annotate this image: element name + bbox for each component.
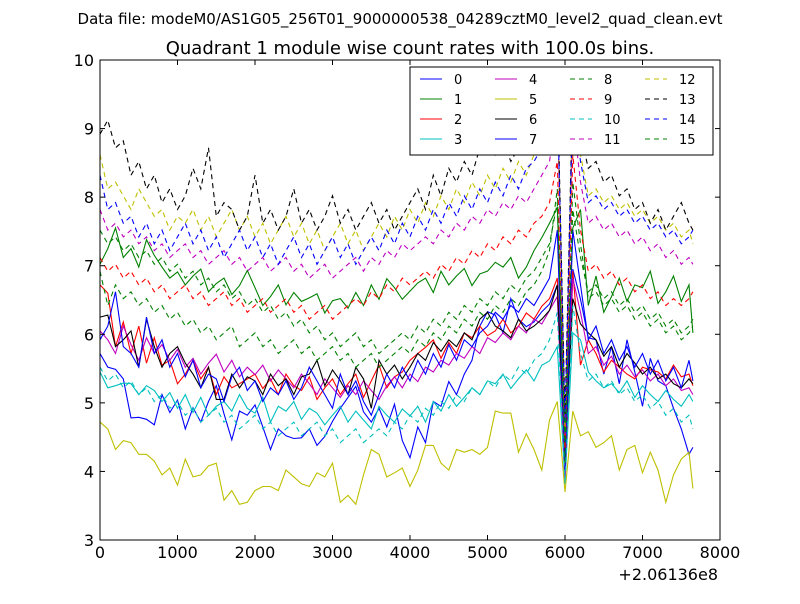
legend-label-13: 13 xyxy=(679,93,696,108)
series-line-11 xyxy=(99,106,694,436)
figure-suptitle: Data file: modeM0/AS1G05_256T01_90000005… xyxy=(78,10,723,29)
legend-label-1: 1 xyxy=(454,93,462,108)
legend-box xyxy=(409,66,714,156)
x-tick-label-0: 0 xyxy=(95,543,105,562)
series-line-10 xyxy=(99,305,694,484)
y-tick-label-6: 9 xyxy=(84,120,94,139)
series-line-14 xyxy=(99,92,694,423)
x-tick-label-2: 2000 xyxy=(235,543,276,562)
legend-label-8: 8 xyxy=(604,73,612,88)
x-offset-label: +2.06136e8 xyxy=(618,565,718,584)
series-line-9 xyxy=(99,154,694,450)
y-tick-label-7: 10 xyxy=(74,51,94,70)
legend-label-3: 3 xyxy=(454,133,462,148)
series-line-6 xyxy=(99,284,694,455)
x-tick-label-8: 8000 xyxy=(700,543,741,562)
legend-label-0: 0 xyxy=(454,73,462,88)
series-line-1 xyxy=(99,207,694,438)
legend-label-2: 2 xyxy=(454,113,462,128)
series-line-8 xyxy=(99,182,694,464)
legend-label-9: 9 xyxy=(604,93,612,108)
y-tick-label-1: 4 xyxy=(84,462,94,481)
series-line-5 xyxy=(99,401,694,506)
series-line-0 xyxy=(99,268,694,475)
legend-label-14: 14 xyxy=(679,113,696,128)
series-line-3 xyxy=(99,331,694,482)
legend-label-10: 10 xyxy=(604,113,621,128)
y-tick-label-4: 7 xyxy=(84,257,94,276)
series-line-15 xyxy=(99,202,694,443)
legend-label-15: 15 xyxy=(679,133,696,148)
x-tick-label-3: 3000 xyxy=(312,543,353,562)
series-line-2 xyxy=(99,271,694,458)
series-line-4 xyxy=(99,277,694,479)
axes-layer: 0 1000 2000 3000 4000 5000 6000 7000 8000 3 4 5 6 7 8 9… xyxy=(74,51,741,562)
x-tick-label-6: 6000 xyxy=(545,543,586,562)
chart-title: Quadrant 1 module wise count rates with … xyxy=(166,38,655,59)
legend-label-7: 7 xyxy=(529,133,537,148)
legend-label-11: 11 xyxy=(604,133,621,148)
legend-label-6: 6 xyxy=(529,113,537,128)
legend-label-12: 12 xyxy=(679,73,696,88)
y-tick-label-5: 8 xyxy=(84,188,94,207)
y-tick-label-0: 3 xyxy=(84,531,94,550)
x-tick-label-5: 5000 xyxy=(467,543,508,562)
y-tick-label-2: 5 xyxy=(84,394,94,413)
x-tick-label-1: 1000 xyxy=(157,543,198,562)
series-layer xyxy=(99,77,694,506)
y-tick-label-3: 6 xyxy=(84,325,94,344)
legend-label-4: 4 xyxy=(529,73,537,88)
series-line-12 xyxy=(99,86,694,429)
legend-label-5: 5 xyxy=(529,93,537,108)
x-tick-label-4: 4000 xyxy=(390,543,431,562)
series-line-7 xyxy=(99,230,694,471)
x-tick-label-7: 7000 xyxy=(622,543,663,562)
